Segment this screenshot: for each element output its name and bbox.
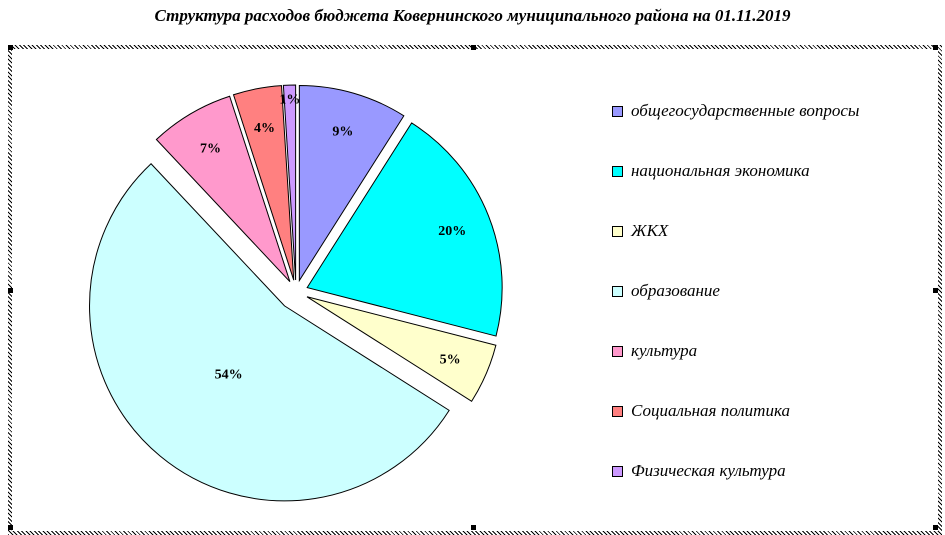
legend-item: образование	[612, 281, 720, 301]
legend-item: общегосударственные вопросы	[612, 101, 859, 121]
resize-handle[interactable]	[8, 45, 13, 50]
legend-swatch	[612, 345, 623, 357]
pie-slice[interactable]	[298, 84, 405, 283]
resize-handle[interactable]	[933, 45, 938, 50]
data-label: 9%	[332, 125, 353, 140]
pie-slice[interactable]	[306, 296, 497, 402]
legend-label: общегосударственные вопросы	[631, 101, 860, 120]
legend-label: ЖКХ	[631, 221, 669, 240]
pie-slice[interactable]	[232, 85, 295, 281]
data-label: 5%	[440, 353, 461, 368]
data-label: 7%	[200, 141, 221, 156]
resize-handle[interactable]	[471, 525, 476, 530]
legend-item: культура	[612, 341, 697, 361]
data-label: 20%	[438, 224, 466, 239]
legend-label: национальная экономика	[631, 161, 810, 180]
legend-label: Социальная политика	[631, 401, 790, 420]
legend-item: ЖКХ	[612, 221, 668, 241]
resize-handle[interactable]	[933, 525, 938, 530]
data-label: 4%	[254, 121, 275, 136]
legend-item: Физическая культура	[612, 461, 786, 481]
chart-title: Структура расходов бюджета Ковернинского…	[154, 6, 791, 25]
legend-item: национальная экономика	[612, 161, 810, 181]
legend-swatch	[612, 285, 623, 297]
legend-swatch	[612, 225, 623, 237]
legend-swatch	[612, 165, 623, 177]
pie-slice[interactable]	[155, 95, 291, 283]
legend-item: Социальная политика	[612, 401, 790, 421]
legend-swatch	[612, 105, 623, 117]
legend-label: Физическая культура	[631, 461, 786, 480]
legend-label: образование	[631, 281, 720, 300]
legend-swatch	[612, 465, 623, 477]
legend-swatch	[612, 405, 623, 417]
pie-slice[interactable]	[89, 163, 450, 502]
pie-slice[interactable]	[282, 84, 297, 281]
resize-handle[interactable]	[8, 288, 13, 293]
resize-handle[interactable]	[471, 45, 476, 50]
data-label: 1%	[279, 93, 300, 108]
pie-slice[interactable]	[306, 122, 503, 337]
legend-label: культура	[631, 341, 698, 360]
resize-handle[interactable]	[8, 525, 13, 530]
resize-handle[interactable]	[933, 288, 938, 293]
data-label: 54%	[215, 367, 243, 382]
